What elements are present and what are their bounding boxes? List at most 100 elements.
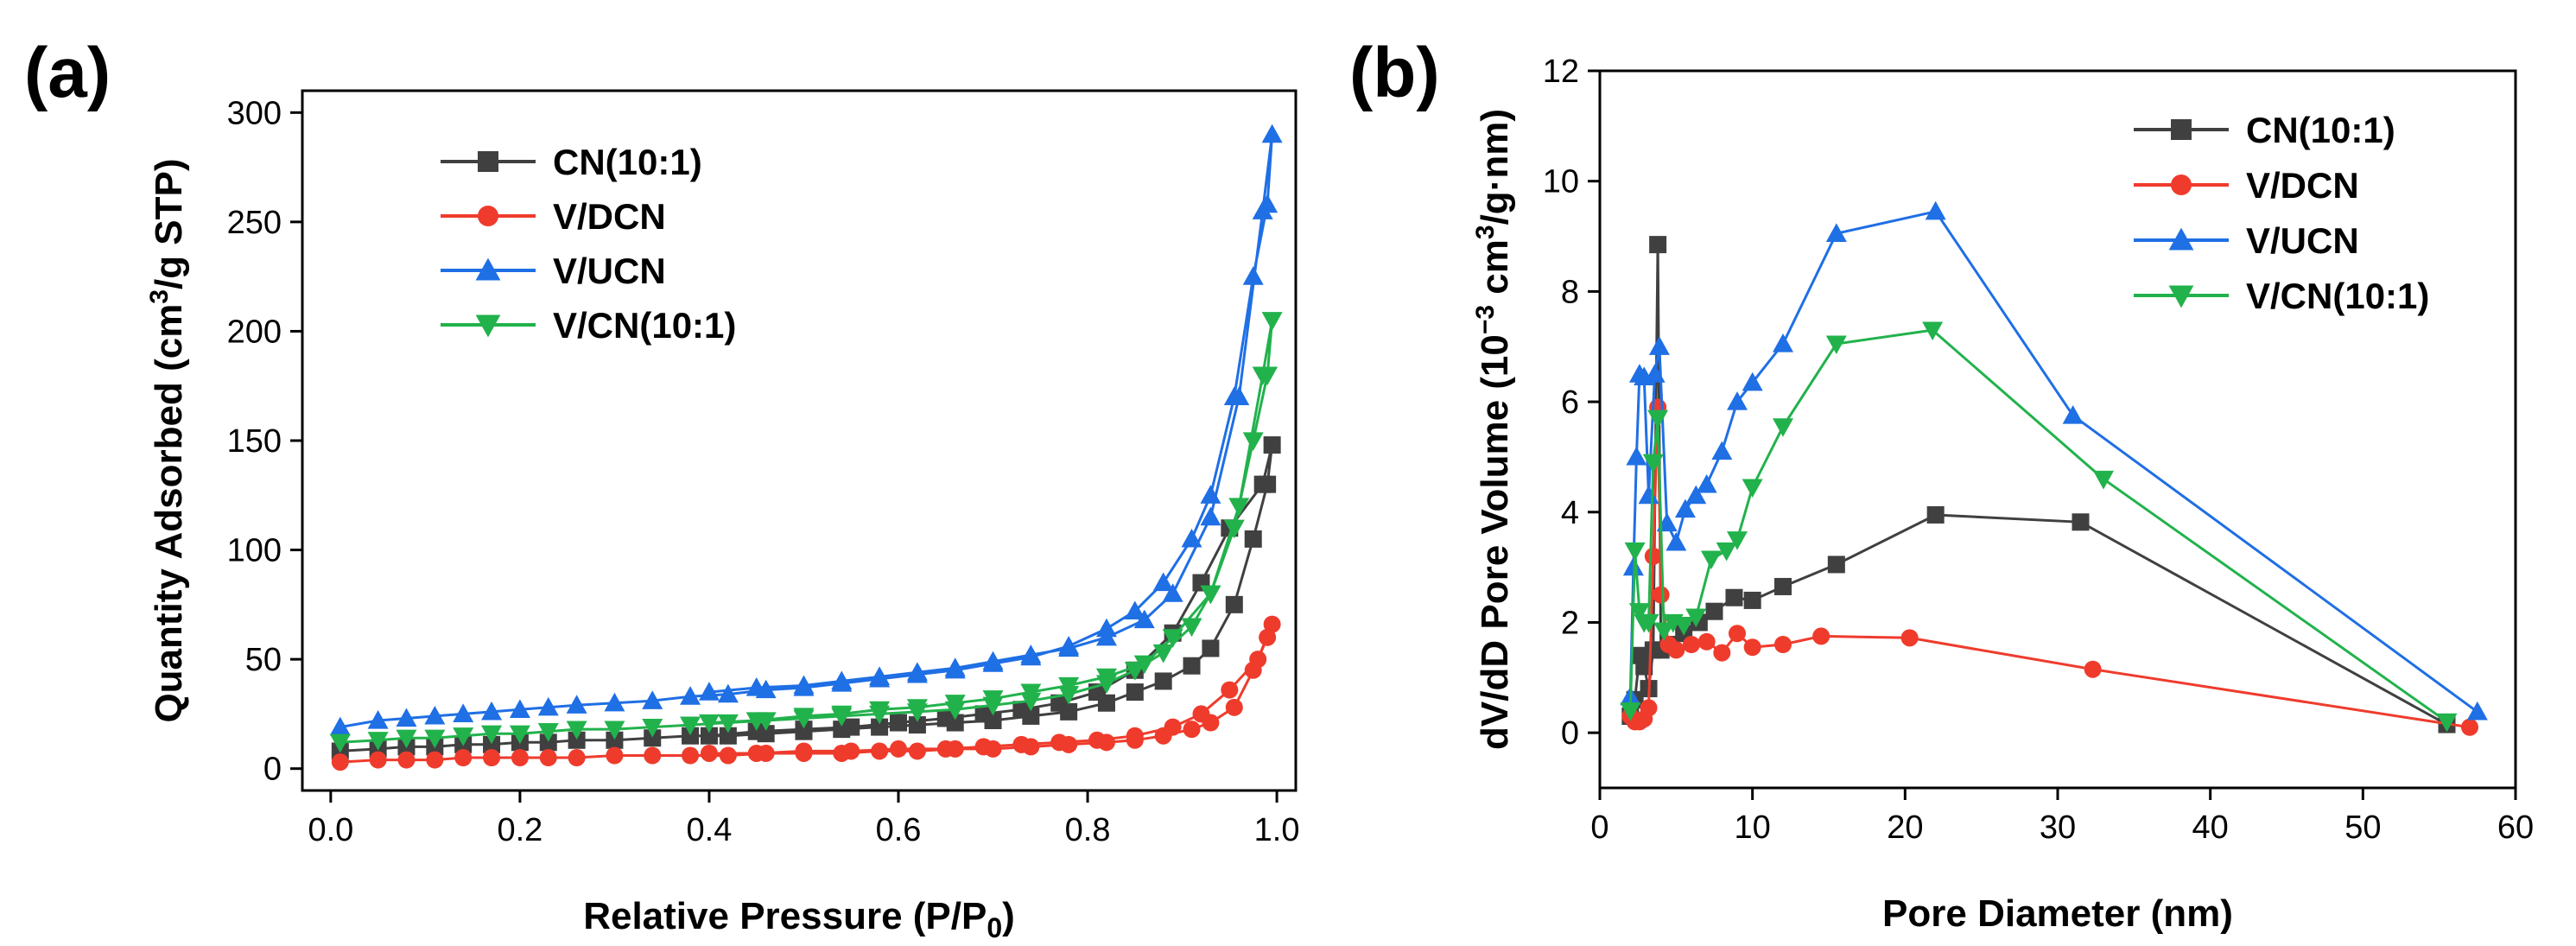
panel-a-data-point-v-dcn xyxy=(454,749,473,767)
panel-a-series-v-dcn xyxy=(331,615,1281,771)
panel-b-data-point-v-dcn xyxy=(1743,638,1761,657)
panel-a-y-tick-label: 100 xyxy=(227,533,282,569)
panel-b-series-v-dcn xyxy=(1621,398,2478,736)
panel-a-data-point-v-dcn xyxy=(682,746,700,765)
panel-a-data-point-v-dcn xyxy=(511,749,529,767)
panel-a-data-point-v-dcn xyxy=(1263,615,1281,633)
panel-a-data-point-v-dcn xyxy=(1249,651,1267,669)
panel-b-data-point-v-ucn xyxy=(2466,701,2488,721)
panel-a-data-point-v-dcn xyxy=(700,744,718,762)
panel-a-data-point-v-cn-10-1 xyxy=(831,705,853,725)
panel-b-data-point-v-ucn xyxy=(1825,223,1847,242)
panel-a-data-point-v-dcn xyxy=(568,749,586,767)
panel-a-data-point-cn-10-1 xyxy=(700,727,718,745)
panel-b-legend-label: V/UCN xyxy=(2246,220,2359,261)
panel-a-data-point-v-cn-10-1 xyxy=(329,733,351,753)
panel-a-data-point-v-ucn xyxy=(680,686,701,705)
panel-a-data-point-v-cn-10-1 xyxy=(367,732,389,751)
panel-a-data-point-v-cn-10-1 xyxy=(1058,676,1080,696)
panel-b-data-point-v-cn-10-1 xyxy=(1716,542,1737,562)
panel-a-y-tick-label: 200 xyxy=(227,314,282,350)
panel-a-series-line-v-dcn xyxy=(339,624,1274,764)
panel-a-data-point-v-cn-10-1 xyxy=(1133,655,1155,675)
panel-b-x-tick-label: 20 xyxy=(1887,809,1923,846)
panel-b-data-point-v-cn-10-1 xyxy=(1638,613,1659,633)
panel-a-data-point-cn-10-1 xyxy=(606,731,624,749)
panel-a-data-point-v-ucn xyxy=(698,682,720,701)
panel-b-series-line-v-dcn xyxy=(1629,407,2471,729)
panel-a-data-point-v-cn-10-1 xyxy=(906,699,928,718)
panel-b-legend-item-v-cn-10-1: V/CN(10:1) xyxy=(2134,276,2429,316)
panel-b-data-point-v-cn-10-1 xyxy=(1773,418,1793,437)
panel-a-series-line-cn-10-1 xyxy=(339,444,1274,752)
panel-a-data-point-cn-10-1 xyxy=(871,718,889,736)
panel-a-data-point-v-cn-10-1 xyxy=(698,714,720,733)
panel-b-x-tick-label: 50 xyxy=(2344,809,2381,846)
panel-a-data-point-v-dcn xyxy=(644,746,662,765)
panel-a-series-line-v-ucn xyxy=(339,134,1274,729)
panel-a-legend-item-v-dcn: V/DCN xyxy=(441,196,666,237)
panel-b-data-point-v-dcn xyxy=(2084,660,2102,678)
panel-a-data-point-cn-10-1 xyxy=(1154,672,1172,690)
panel-a-legend-label: CN(10:1) xyxy=(553,142,702,182)
panel-a-data-point-cn-10-1 xyxy=(890,714,907,732)
panel-b-legend-marker xyxy=(2168,227,2194,251)
panel-a-data-point-v-cn-10-1 xyxy=(717,714,739,733)
panel-a-data-point-v-ucn xyxy=(1181,528,1202,548)
panel-a-data-point-v-ucn xyxy=(424,705,446,725)
panel-b-x-tick-label: 40 xyxy=(2192,809,2229,846)
panel-a-data-point-v-cn-10-1 xyxy=(793,708,815,727)
panel-a-data-point-cn-10-1 xyxy=(644,729,662,747)
panel-b-legend-label: V/DCN xyxy=(2246,165,2359,206)
panel-a-data-point-v-ucn xyxy=(604,692,625,712)
panel-a-data-point-v-cn-10-1 xyxy=(642,718,663,738)
panel-a-data-point-v-dcn xyxy=(890,740,907,758)
panel-a-data-point-cn-10-1 xyxy=(1012,701,1031,719)
panel-a-data-point-v-dcn xyxy=(1088,731,1106,749)
panel-a-data-point-v-dcn xyxy=(908,742,926,760)
panel-b-data-point-v-ucn xyxy=(2062,405,2084,424)
panel-a-data-point-cn-10-1 xyxy=(1244,530,1262,548)
panel-a-data-point-v-cn-10-1 xyxy=(1223,519,1245,539)
panel-b-legend-marker xyxy=(2171,175,2192,195)
panel-a-data-point-v-dcn xyxy=(426,751,444,769)
panel-a-data-point-cn-10-1 xyxy=(1225,595,1243,613)
panel-b-data-point-v-cn-10-1 xyxy=(1620,702,1641,721)
panel-a-data-point-v-cn-10-1 xyxy=(1020,683,1042,703)
panel-a-y-tick-label: 0 xyxy=(263,752,282,788)
panel-b-data-point-v-cn-10-1 xyxy=(1628,603,1650,622)
panel-a-x-tick-label: 0.4 xyxy=(687,812,733,848)
panel-a-data-point-v-ucn xyxy=(1200,485,1221,504)
panel-a-data-point-v-dcn xyxy=(842,742,860,760)
panel-a-data-point-cn-10-1 xyxy=(747,722,765,740)
panel-a-x-tick-label: 0.0 xyxy=(308,812,353,848)
panel-a-data-point-v-ucn xyxy=(793,675,815,695)
panel-a-legend-marker xyxy=(475,314,501,338)
panel-b-legend-item-v-dcn: V/DCN xyxy=(2134,165,2359,206)
panel-a-data-point-cn-10-1 xyxy=(795,721,813,739)
panel-b-y-tick-label: 12 xyxy=(1543,54,1579,90)
panel-a-data-point-v-dcn xyxy=(331,753,349,771)
panel-b-data-point-v-dcn xyxy=(1729,625,1746,643)
panel-a-data-point-v-dcn xyxy=(1259,628,1277,646)
panel-b-frame xyxy=(1598,69,2517,790)
panel-b-data-point-v-dcn xyxy=(1652,586,1670,604)
panel-b-data-point-v-ucn xyxy=(1644,364,1666,383)
panel-a-data-point-cn-10-1 xyxy=(682,727,700,745)
panel-a-x-axis-title: Relative Pressure (P/P0) xyxy=(583,895,1015,943)
panel-a-data-point-v-dcn xyxy=(1050,733,1069,752)
panel-a-data-point-v-ucn xyxy=(1200,506,1221,526)
panel-b-data-point-v-dcn xyxy=(1644,547,1662,565)
panel-a-data-point-cn-10-1 xyxy=(568,731,586,749)
panel-a-legend-marker xyxy=(475,257,501,281)
panel-a-x-tick-label: 0.2 xyxy=(497,812,542,848)
panel-b-legend-item-v-ucn: V/UCN xyxy=(2134,220,2359,261)
panel-b-data-point-v-ucn xyxy=(1674,498,1696,518)
panel-a-data-point-v-dcn xyxy=(936,740,955,758)
panel-a-data-point-v-dcn xyxy=(1225,698,1243,716)
panel-b-data-point-v-ucn xyxy=(1711,441,1733,460)
panel-a-data-point-v-dcn xyxy=(606,746,624,765)
panel-b-data-point-v-ucn xyxy=(1696,473,1717,493)
panel-a-data-point-v-dcn xyxy=(483,749,501,767)
